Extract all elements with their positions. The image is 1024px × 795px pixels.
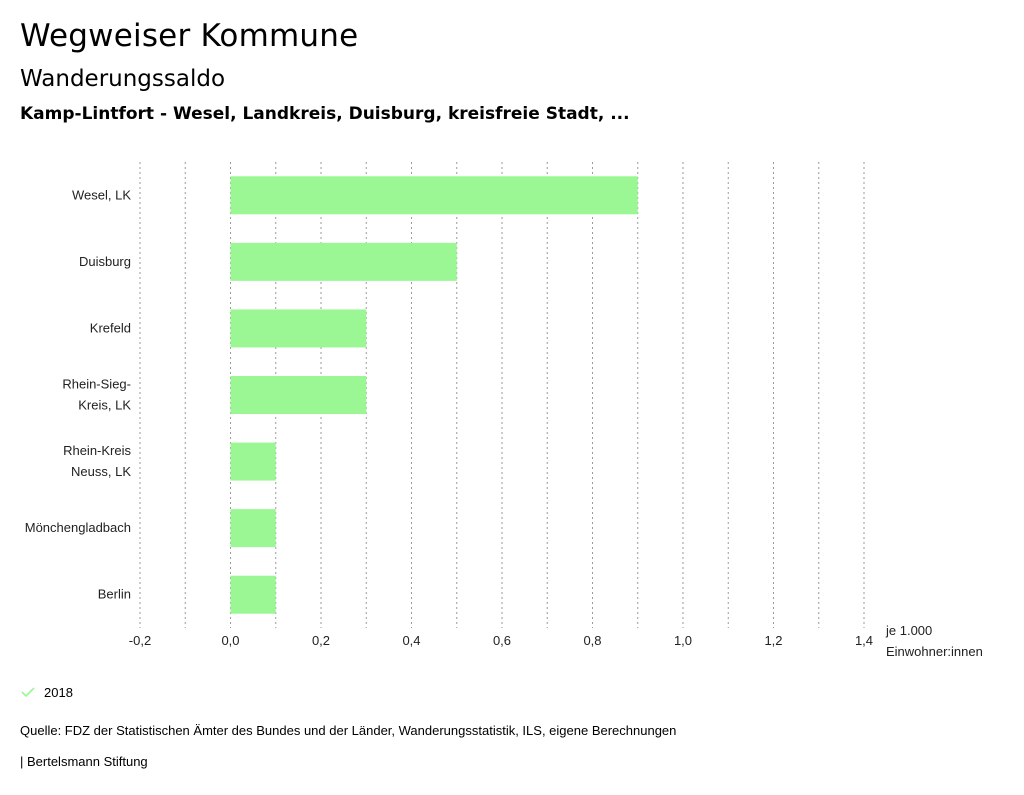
category-label: Kreis, LK: [78, 398, 131, 413]
category-label: Krefeld: [90, 320, 131, 335]
x-tick-label: 1,0: [674, 633, 692, 648]
category-label: Rhein-Sieg-: [62, 377, 131, 392]
category-label: Berlin: [98, 587, 131, 602]
bar: [230, 176, 638, 215]
legend-label: 2018: [44, 684, 73, 700]
bar: [230, 242, 457, 281]
chart-subtitle: Wanderungssaldo: [20, 66, 226, 92]
x-tick-label: 0,2: [312, 633, 330, 648]
bar: [230, 376, 367, 414]
bar: [230, 575, 276, 614]
category-label: Duisburg: [79, 254, 131, 269]
bar: [230, 509, 276, 548]
category-label: Rhein-Kreis: [63, 443, 131, 458]
check-icon: [21, 687, 35, 698]
bar: [230, 442, 276, 481]
x-unit-label: Einwohner:innen: [886, 644, 983, 659]
bar-chart: -0,2 0,0 0,2 0,4 0,6 0,8 1,0 1,2 1,4 je 1.000 Einw…: [25, 162, 983, 659]
x-tick-label: 0,4: [402, 633, 420, 648]
page-title: Wegweiser Kommune: [20, 18, 359, 54]
bar: [230, 309, 367, 348]
x-tick-label: 0,6: [493, 633, 511, 648]
category-label: Neuss, LK: [71, 464, 131, 479]
x-tick-label: 0,0: [221, 633, 239, 648]
category-label: Wesel, LK: [72, 187, 131, 202]
x-unit-label: je 1.000: [885, 623, 932, 638]
brand-note: | Bertelsmann Stiftung: [20, 754, 148, 769]
region-selection: Kamp-Lintfort - Wesel, Landkreis, Duisbu…: [20, 104, 630, 124]
x-tick-label: 0,8: [583, 633, 601, 648]
category-label: Mönchengladbach: [25, 520, 131, 535]
source-note: Quelle: FDZ der Statistischen Ämter des …: [20, 723, 677, 738]
x-tick-label: 1,2: [764, 633, 782, 648]
legend[interactable]: 2018: [20, 684, 73, 700]
x-tick-label: -0,2: [129, 633, 151, 648]
x-tick-label: 1,4: [855, 633, 873, 648]
